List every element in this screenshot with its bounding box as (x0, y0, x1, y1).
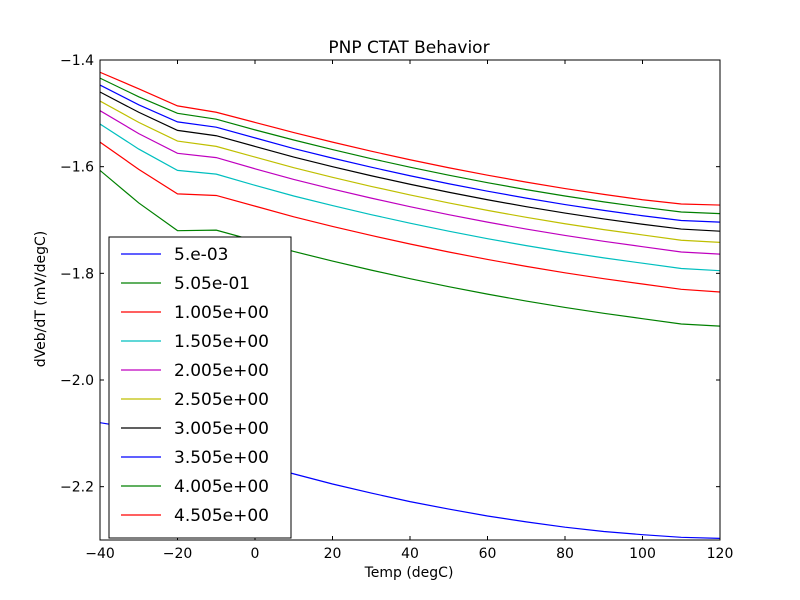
legend-entry: 2.505e+00 (174, 390, 269, 410)
legend-box (108, 236, 292, 539)
legend-entry: 4.505e+00 (174, 506, 269, 526)
legend-entry: 4.005e+00 (174, 477, 269, 497)
series-layer (100, 71, 720, 539)
series-line-4 (100, 110, 720, 255)
series-line-1 (100, 169, 720, 327)
legend: 5.e-03 5.05e-01 1.005e+00 1.505e+00 2.005e+0… (108, 236, 292, 539)
y-axis-label: dVeb/dT (mV/degC) (33, 231, 49, 368)
y-tick-label: −2.0 (60, 373, 94, 389)
y-tick-label: −1.8 (60, 266, 94, 282)
x-tick-label: 60 (479, 546, 497, 562)
series-line-2 (100, 141, 720, 293)
x-tick-label: 40 (401, 546, 419, 562)
legend-entry: 3.505e+00 (174, 448, 269, 468)
legend-entry: 5.e-03 (174, 245, 228, 265)
x-tick-label: 0 (251, 546, 260, 562)
y-axis-ticks: −1.4 −1.6 −1.8 −2.0 −2.2 (60, 53, 720, 496)
legend-entry: 2.005e+00 (174, 361, 269, 381)
series-line-7 (100, 84, 720, 223)
x-tick-label: −40 (85, 546, 115, 562)
x-tick-label: 120 (707, 546, 734, 562)
series-line-9 (100, 71, 720, 206)
legend-entry: 5.05e-01 (174, 274, 250, 294)
series-line-5 (100, 100, 720, 243)
x-tick-label: 20 (324, 546, 342, 562)
y-tick-label: −2.2 (60, 480, 94, 496)
series-line-6 (100, 91, 720, 232)
x-tick-label: −20 (163, 546, 193, 562)
x-axis-ticks: −40 −20 0 20 40 60 80 100 120 (85, 60, 733, 562)
legend-entry: 1.005e+00 (174, 303, 269, 323)
legend-entry: 3.005e+00 (174, 419, 269, 439)
y-tick-label: −1.4 (60, 53, 94, 69)
series-line-8 (100, 77, 720, 215)
chart-title: PNP CTAT Behavior (328, 38, 489, 58)
series-line-3 (100, 123, 720, 272)
x-tick-label: 80 (556, 546, 574, 562)
legend-entry: 1.505e+00 (174, 332, 269, 352)
x-axis-label: Temp (degC) (364, 565, 454, 581)
y-tick-label: −1.6 (60, 160, 94, 176)
x-tick-label: 100 (629, 546, 656, 562)
